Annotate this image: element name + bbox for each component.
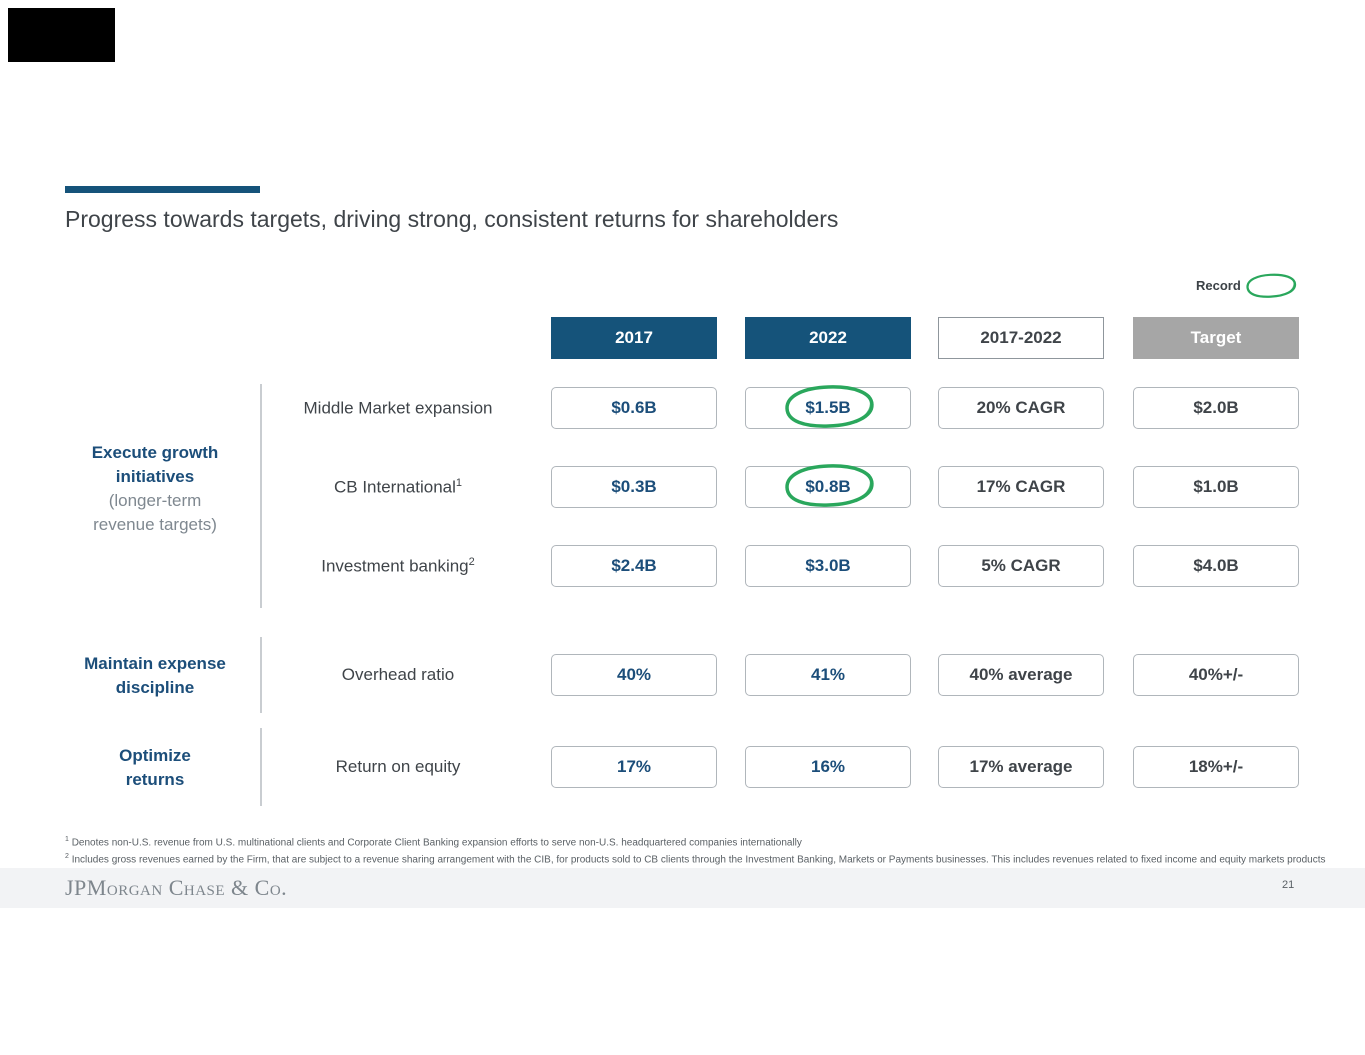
footer-band xyxy=(0,868,1365,908)
column-header-2017: 2017 xyxy=(551,317,717,359)
row-label-text: Overhead ratio xyxy=(341,665,455,684)
row-label-text: Middle Market expansion xyxy=(303,398,493,418)
value-cell: $4.0B xyxy=(1133,545,1299,587)
value-cell: $0.3B xyxy=(551,466,717,508)
section-title-line: initiatives xyxy=(115,467,195,486)
column-header-2017-2022: 2017-2022 xyxy=(938,317,1104,359)
value-cell: 20% CAGR xyxy=(938,387,1104,429)
column-header-2022: 2022 xyxy=(745,317,911,359)
section-title-optimize-returns: Optimize returns xyxy=(40,744,270,792)
value-cell: 17% xyxy=(551,746,717,788)
value-cell: $2.0B xyxy=(1133,387,1299,429)
row-label-sup: 1 xyxy=(455,477,463,489)
section-title-line: returns xyxy=(125,770,185,789)
value-cell: 17% CAGR xyxy=(938,466,1104,508)
footnotes: 1 Denotes non-U.S. revenue from U.S. mul… xyxy=(65,833,1325,868)
value-cell: $3.0B xyxy=(745,545,911,587)
value-cell-circled: $1.5B xyxy=(745,387,911,429)
value-cell: $2.4B xyxy=(551,545,717,587)
footnote-1: 1 Denotes non-U.S. revenue from U.S. mul… xyxy=(65,833,1325,850)
row-label-cb-international: CB International1 xyxy=(270,477,526,498)
column-header-target: Target xyxy=(1133,317,1299,359)
corner-black-box xyxy=(8,8,115,62)
section-title-execute-growth: Execute growth initiatives (longer-term … xyxy=(40,441,270,537)
row-label-text: Investment banking xyxy=(321,556,469,576)
footnote-2: 2 Includes gross revenues earned by the … xyxy=(65,850,1325,867)
row-label-sup: 2 xyxy=(468,556,475,568)
row-label-text: Return on equity xyxy=(335,757,461,776)
row-label-middle-market: Middle Market expansion xyxy=(270,398,526,419)
row-label-return-on-equity: Return on equity xyxy=(270,757,526,777)
section-divider xyxy=(260,637,262,713)
value-cell: $0.6B xyxy=(551,387,717,429)
footnote-sup: 2 xyxy=(65,853,69,861)
section-title-maintain-expense: Maintain expense discipline xyxy=(40,652,270,700)
value-cell: 17% average xyxy=(938,746,1104,788)
value-cell: 5% CAGR xyxy=(938,545,1104,587)
title-accent-rule xyxy=(65,186,260,193)
value-cell: 40%+/- xyxy=(1133,654,1299,696)
section-subtitle-line: revenue targets) xyxy=(93,515,217,534)
value-cell-circled: $0.8B xyxy=(745,466,911,508)
section-subtitle-line: (longer-term xyxy=(108,491,202,510)
page-title: Progress towards targets, driving strong… xyxy=(65,206,839,232)
section-title-line: Maintain expense xyxy=(84,654,226,673)
page-number: 21 xyxy=(1282,879,1295,891)
record-legend-label: Record xyxy=(1196,278,1241,293)
footnote-sup: 1 xyxy=(65,836,69,843)
row-label-overhead-ratio: Overhead ratio xyxy=(270,665,526,685)
footnote-text: Includes gross revenues earned by the Fi… xyxy=(71,854,1326,866)
section-title-line: Execute growth xyxy=(91,443,219,462)
jpmorgan-logo: JPMorgan Chase & Co. xyxy=(65,875,288,900)
section-divider xyxy=(260,384,262,608)
value-cell: $1.0B xyxy=(1133,466,1299,508)
value-cell: 40% average xyxy=(938,654,1104,696)
value-cell: 41% xyxy=(745,654,911,696)
value-cell: 40% xyxy=(551,654,717,696)
section-title-line: discipline xyxy=(115,678,195,697)
section-divider xyxy=(260,728,262,806)
row-label-investment-banking: Investment banking2 xyxy=(270,556,526,577)
record-ellipse-icon xyxy=(1246,273,1297,298)
value-cell: 18%+/- xyxy=(1133,746,1299,788)
row-label-text: CB International xyxy=(333,477,456,497)
footnote-text: Denotes non-U.S. revenue from U.S. multi… xyxy=(71,837,802,849)
section-title-line: Optimize xyxy=(119,746,191,765)
value-cell: 16% xyxy=(745,746,911,788)
